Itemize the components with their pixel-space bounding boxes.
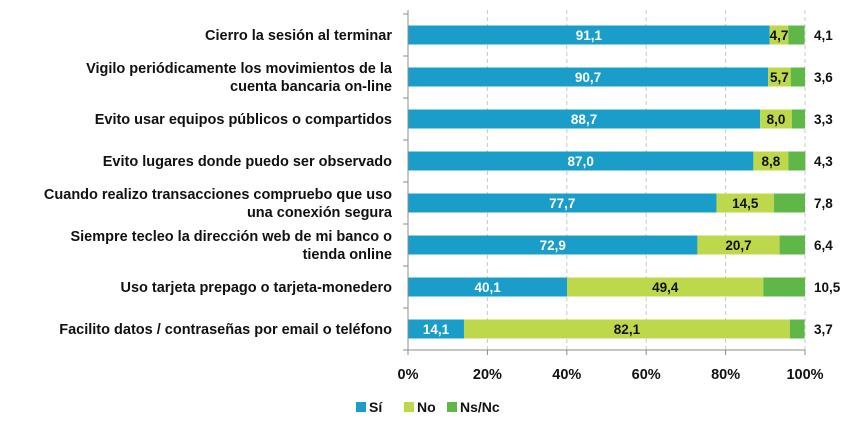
data-label: 7,8 <box>814 196 833 211</box>
x-tick-labels: 0% 20% 40% 60% 80% 100% <box>398 367 824 383</box>
bar-segment <box>769 25 789 45</box>
legend: Sí No Ns/Nc <box>356 399 500 415</box>
category-label: Cuando realizo transacciones compruebo q… <box>44 187 392 203</box>
bar-segment <box>779 235 805 255</box>
bar-segment <box>567 277 764 297</box>
category-label: cuenta bancaria on-line <box>230 79 392 95</box>
category-label: Cierro la sesión al terminar <box>205 28 392 44</box>
bar-segment <box>463 319 790 339</box>
bar-segment <box>790 67 805 87</box>
x-tick-label: 40% <box>552 367 581 383</box>
bars: 91,1 4,7 4,1 90,7 5,7 3,6 88,7 8,0 3,3 87,0 8,8 4,3… <box>408 25 841 339</box>
data-label: 90,7 <box>575 70 601 85</box>
data-label: 82,1 <box>614 322 641 337</box>
bar-segment <box>788 25 805 45</box>
bar-segment <box>763 277 805 297</box>
data-label: 14,5 <box>732 196 759 211</box>
category-label: Evito usar equipos públicos o compartido… <box>95 112 392 128</box>
bar-segment <box>791 109 805 129</box>
data-label: 14,1 <box>423 322 450 337</box>
data-label: 91,1 <box>576 28 603 43</box>
x-tick-label: 80% <box>711 367 740 383</box>
data-label: 4,1 <box>814 28 833 43</box>
bar-segment <box>408 235 698 255</box>
bar-segment <box>408 193 717 213</box>
legend-label: Sí <box>369 399 383 415</box>
axes <box>403 10 806 355</box>
data-label: 3,3 <box>814 112 833 127</box>
bar-segment <box>408 25 770 45</box>
x-tick-label: 60% <box>632 367 661 383</box>
bar-segment <box>753 151 789 171</box>
data-label: 10,5 <box>814 280 841 295</box>
category-label: tienda online <box>303 247 392 263</box>
bar-segment <box>768 67 791 87</box>
data-label: 87,0 <box>568 154 594 169</box>
bar-segment <box>408 151 754 171</box>
category-label: una conexión segura <box>247 205 393 221</box>
bar-segment <box>760 109 792 129</box>
bar-segment <box>774 193 805 213</box>
legend-swatch <box>404 402 414 412</box>
bar-segment <box>788 151 806 171</box>
data-label: 5,7 <box>770 70 789 85</box>
data-label: 8,0 <box>767 112 786 127</box>
bar-segment <box>408 67 769 87</box>
data-label: 72,9 <box>540 238 566 253</box>
bar-segment <box>789 319 805 339</box>
data-label: 4,7 <box>770 28 789 43</box>
data-label: 3,6 <box>814 70 833 85</box>
data-label: 6,4 <box>814 238 833 253</box>
bar-segment <box>408 319 464 339</box>
legend-label: No <box>417 399 436 415</box>
category-label: Facilito datos / contraseñas por email o… <box>59 322 392 338</box>
data-label: 8,8 <box>761 154 780 169</box>
data-label: 4,3 <box>814 154 833 169</box>
data-label: 3,7 <box>814 322 833 337</box>
bar-segment <box>697 235 780 255</box>
data-label: 88,7 <box>571 112 597 127</box>
category-label: Uso tarjeta prepago o tarjeta-monedero <box>120 280 392 296</box>
data-label: 49,4 <box>652 280 679 295</box>
data-label: 40,1 <box>474 280 501 295</box>
bar-segment <box>408 109 761 129</box>
category-label: Vigilo periódicamente los movimientos de… <box>86 61 393 77</box>
x-tick-label: 20% <box>473 367 502 383</box>
x-tick-label: 100% <box>786 367 823 383</box>
legend-label: Ns/Nc <box>460 399 500 415</box>
category-labels: Cierro la sesión al terminar Vigilo perió… <box>44 28 393 338</box>
data-label: 77,7 <box>549 196 575 211</box>
bar-segment <box>716 193 775 213</box>
x-tick-label: 0% <box>398 367 419 383</box>
legend-swatch <box>447 402 457 412</box>
data-label: 20,7 <box>725 238 751 253</box>
category-label: Siempre tecleo la dirección web de mi ba… <box>70 229 392 245</box>
gridlines <box>486 10 806 350</box>
legend-swatch <box>356 402 366 412</box>
bar-segment <box>408 277 568 297</box>
category-label: Evito lugares donde puedo ser observado <box>103 154 392 170</box>
